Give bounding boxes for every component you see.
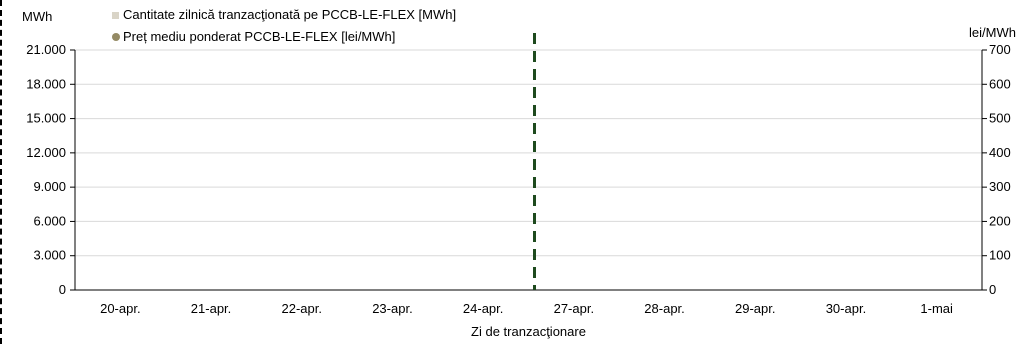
right-tick-label: 600 [989,76,1011,91]
legend-swatch-square [112,11,119,19]
right-tick-label: 500 [989,111,1011,126]
legend-label-quantity: Cantitate zilnică tranzacţionată pe PCCB… [123,7,457,22]
x-tick-label: 30-apr. [826,301,866,316]
x-axis-title: Zi de tranzacţionare [471,324,586,339]
right-tick-label: 0 [989,282,996,297]
legend-item-price: Preț mediu ponderat PCCB-LE-FLEX [lei/MW… [112,26,456,48]
x-tick-label: 24-apr. [463,301,503,316]
legend-swatch-dot [112,33,120,41]
left-tick-label: 18.000 [26,76,66,91]
right-tick-label: 300 [989,179,1011,194]
right-axis-unit: lei/MWh [969,25,1016,40]
x-tick-label: 21-apr. [191,301,231,316]
right-tick-label: 200 [989,213,1011,228]
right-tick-label: 100 [989,248,1011,263]
legend-label-price: Preț mediu ponderat PCCB-LE-FLEX [lei/MW… [123,29,396,44]
left-tick-label: 15.000 [26,111,66,126]
left-tick-label: 21.000 [26,42,66,57]
left-tick-label: 9.000 [33,179,66,194]
right-tick-label: 400 [989,145,1011,160]
x-tick-label: 28-apr. [644,301,684,316]
left-axis-unit: MWh [22,9,53,24]
x-tick-label: 20-apr. [100,301,140,316]
x-tick-label: 22-apr. [282,301,322,316]
left-tick-label: 3.000 [33,248,66,263]
x-tick-label: 23-apr. [372,301,412,316]
x-tick-label: 1-mai [920,301,953,316]
x-tick-label: 27-apr. [554,301,594,316]
right-tick-label: 700 [989,42,1011,57]
legend: Cantitate zilnică tranzacţionată pe PCCB… [112,4,456,48]
page-border [0,0,2,344]
left-tick-label: 0 [59,282,66,297]
legend-item-quantity: Cantitate zilnică tranzacţionată pe PCCB… [112,4,456,26]
left-tick-label: 6.000 [33,213,66,228]
left-tick-label: 12.000 [26,145,66,160]
x-tick-label: 29-apr. [735,301,775,316]
